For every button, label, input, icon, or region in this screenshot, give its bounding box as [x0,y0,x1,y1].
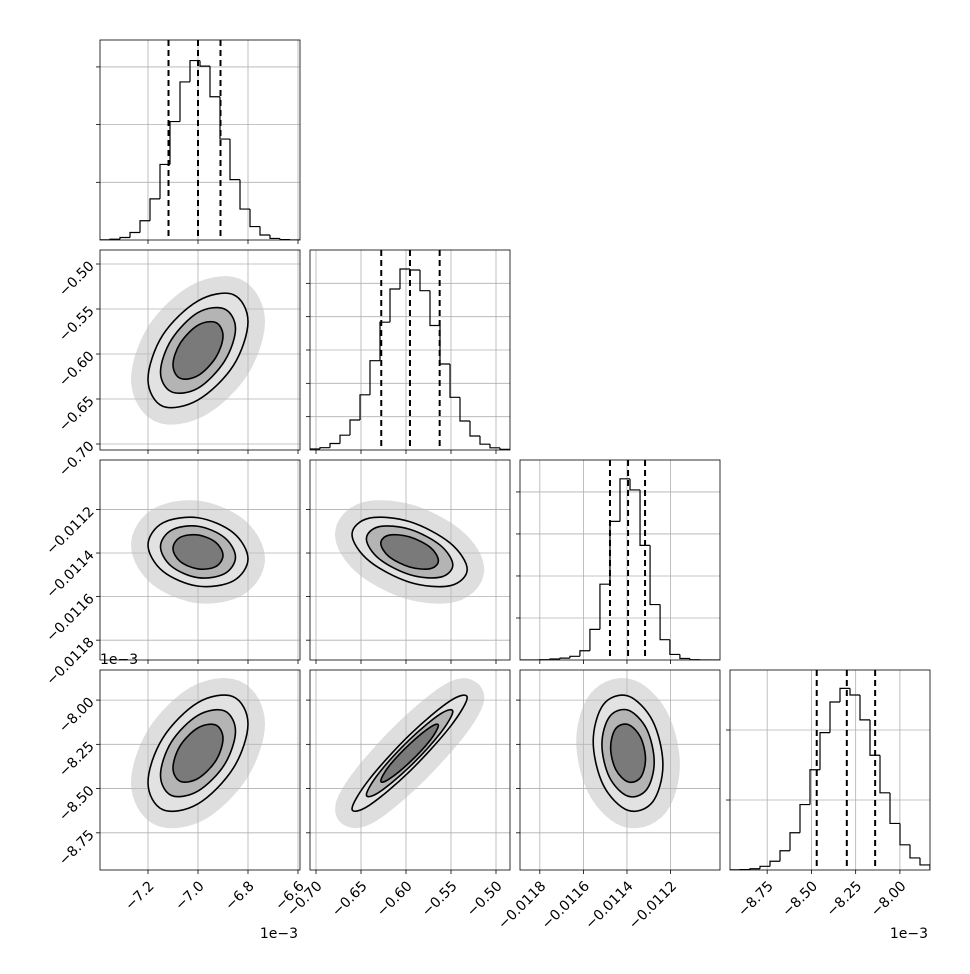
y-tick-label: −0.0112 [43,504,97,558]
histogram-step [400,269,410,289]
histogram-step [180,82,190,122]
histogram-step [230,139,240,180]
histogram-step [650,545,660,604]
histogram-step [890,793,900,824]
histogram-step [480,436,490,444]
histogram-step [170,122,180,165]
y-tick-label: −0.55 [56,303,98,345]
histogram-step [610,521,620,584]
histogram-step [280,238,290,239]
histogram-step [560,658,570,659]
histogram-step [690,658,700,659]
y-offset-text: 1e−3 [100,652,138,668]
panel-plot-area [520,460,720,660]
histogram-step [240,180,250,209]
x-tick-label: −8.00 [868,878,910,920]
y-tick-label: −8.50 [56,783,98,825]
histogram-step [920,858,930,870]
histogram-step [470,421,480,436]
panel-plot-area [352,695,467,811]
histogram-step [450,364,460,397]
histogram-step [670,640,680,655]
histogram-step [200,61,210,67]
histogram-step [260,227,270,235]
histogram-step [490,444,500,448]
histogram-step [780,851,790,861]
histogram-step [460,397,470,421]
x-tick-label: −0.60 [374,878,416,920]
y-tick-label: −0.65 [56,393,98,435]
histogram-step [750,869,760,870]
x-tick-label: −0.55 [419,878,461,920]
x-tick-label: −0.65 [329,878,371,920]
histogram-step [800,805,810,833]
histogram-step [860,695,870,720]
histogram-step [590,629,600,650]
histogram-step [830,702,840,733]
x-tick-label: −0.0112 [626,878,680,932]
histogram-step [340,435,350,443]
y-tick-label: −8.75 [56,827,98,869]
y-tick-label: −8.25 [56,739,98,781]
histogram-step [580,651,590,657]
x-tick-label: −8.50 [779,878,821,920]
histogram-step [390,289,400,322]
y-tick-label: −0.50 [56,258,98,300]
histogram-step [370,361,380,395]
x-tick-label: −8.25 [824,878,866,920]
histogram-step [130,233,140,238]
histogram-step [760,866,770,868]
histogram-step [570,656,580,658]
histogram-step [770,861,780,866]
histogram-step [140,221,150,233]
histogram-step [420,270,430,291]
x-offset-text: 1e−3 [890,926,928,942]
histogram-step [440,326,450,365]
histogram-step [320,448,330,449]
x-tick-label: −7.2 [122,878,157,913]
panel-plot-area [148,293,248,407]
histogram-step [680,654,690,658]
histogram-step [600,584,610,629]
panel-plot-area [148,517,248,586]
x-tick-label: −6.8 [222,878,257,913]
y-tick-label: −8.00 [56,694,98,736]
histogram-step [660,605,670,640]
histogram-step [410,269,420,270]
histogram-step [350,420,360,435]
y-tick-label: −0.60 [56,348,98,390]
x-tick-label: −0.50 [464,878,506,920]
y-tick-label: −0.70 [56,438,98,480]
histogram-step [630,479,640,490]
histogram-step [640,490,650,545]
histogram-step [120,238,130,240]
histogram-step [900,823,910,844]
histogram-step [790,833,800,851]
x-offset-text: 1e−3 [260,926,298,942]
histogram-step [360,395,370,420]
histogram-step [330,444,340,448]
panel-plot-area [100,40,300,240]
histogram-step [820,733,830,770]
histogram-step [210,66,220,97]
x-tick-label: −7.0 [172,878,207,913]
histogram-step [270,235,280,238]
histogram-step [840,688,850,702]
histogram-step [910,845,920,858]
panel-frame [100,40,300,240]
histogram-step [880,755,890,793]
x-tick-label: −8.75 [735,878,777,920]
panel-plot-area [148,695,248,811]
histogram-step [850,688,860,695]
histogram-step [250,209,260,227]
histogram-step [150,199,160,221]
panel-plot-area [593,695,663,811]
histogram-step [550,659,560,660]
histogram-step [430,291,440,326]
panel-plot-area [352,517,467,586]
